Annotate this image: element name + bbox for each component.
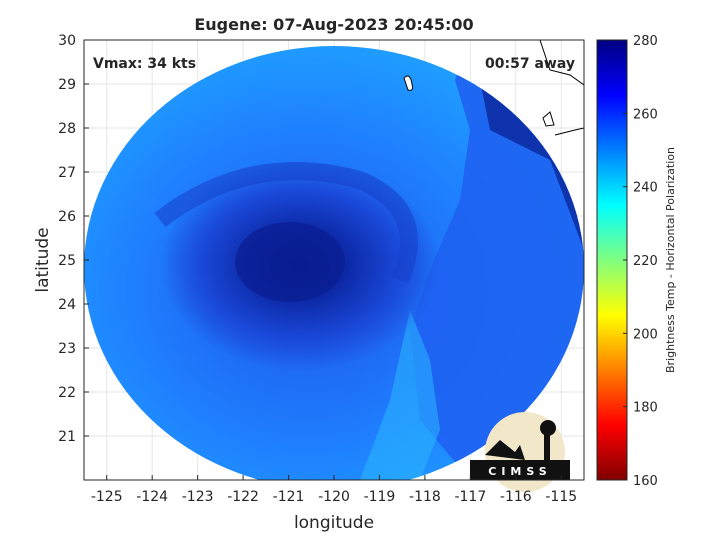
x-tick-label: -116 [500,489,532,505]
y-tick-label: 28 [58,121,76,137]
colorbar [596,39,628,481]
x-axis: -125 -124 -123 -122 -121 -120 -119 -118 -117 -116… [91,475,577,505]
y-axis: 21 22 23 24 25 26 27 28 29 30 [58,33,89,445]
chart-title: Eugene: 07-Aug-2023 20:45:00 [194,15,473,34]
colorbar-tick-label: 240 [633,181,658,196]
time-offset-annotation: 00:57 away [485,56,575,72]
x-tick-label: -117 [454,489,486,505]
logo-text: CIMSS [488,465,551,478]
coastline-east [554,127,584,136]
island-outline-small [542,111,555,127]
colorbar-label: Brightness Temp - Horizontal Polarizatio… [664,147,677,373]
y-tick-label: 25 [58,253,76,269]
y-tick-label: 27 [58,165,76,181]
colorbar-tick-label: 220 [633,254,658,269]
x-tick-label: -118 [409,489,441,505]
y-tick-label: 29 [58,77,76,93]
island-outline [403,75,413,91]
x-tick-label: -123 [182,489,214,505]
y-tick-label: 30 [58,33,76,49]
x-tick-label: -120 [318,489,350,505]
colorbar-tick-label: 260 [633,107,658,122]
colorbar-ticks: 160 180 200 220 240 260 280 [623,34,658,489]
y-tick-label: 26 [58,209,76,225]
x-tick-label: -122 [227,489,259,505]
x-tick-label: -125 [91,489,123,505]
y-tick-label: 22 [58,385,76,401]
x-tick-label: -121 [273,489,305,505]
coastline-north [539,40,584,86]
cyan-streak [360,310,440,480]
x-tick-label: -115 [545,489,577,505]
x-tick-label: -119 [364,489,396,505]
x-axis-label: longitude [294,513,374,533]
colorbar-tick-label: 160 [633,474,658,489]
spiral-band [154,162,418,284]
x-tick-label: -124 [136,489,168,505]
colorbar-tick-label: 200 [633,327,658,342]
y-tick-label: 24 [58,297,76,313]
y-tick-label: 21 [58,429,76,445]
vmax-annotation: Vmax: 34 kts [93,56,196,72]
colorbar-tick-label: 280 [633,34,658,49]
colorbar-tick-label: 180 [633,401,658,416]
cimss-logo: CIMSS [470,412,570,492]
storm-eye-region [235,222,345,302]
y-tick-label: 23 [58,341,76,357]
y-axis-label: latitude [33,227,53,292]
